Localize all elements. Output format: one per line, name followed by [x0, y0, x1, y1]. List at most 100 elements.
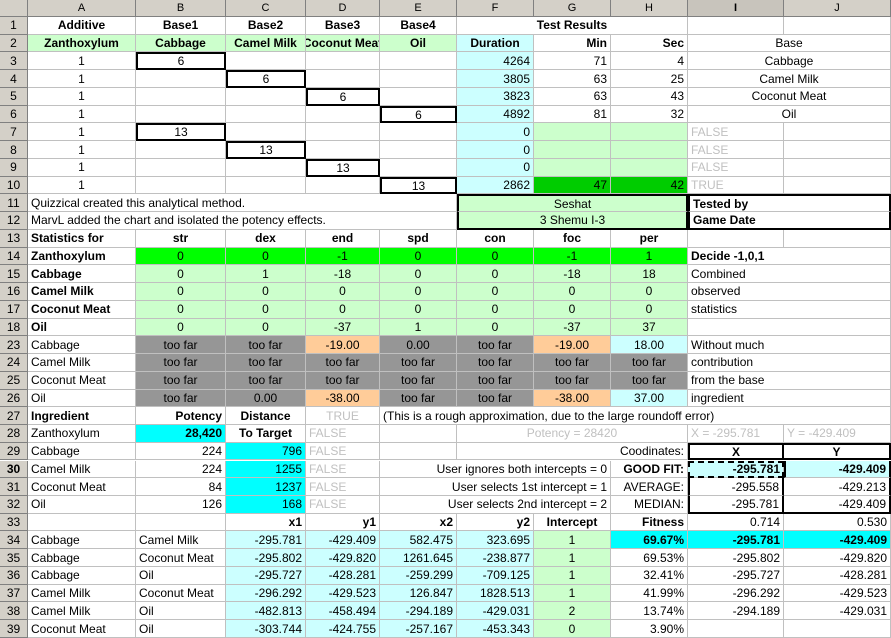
cell-f6[interactable]: 4892	[457, 105, 534, 124]
cell-d24[interactable]: too far	[306, 354, 380, 372]
cell-b6[interactable]	[136, 105, 226, 124]
cell-a36[interactable]: Cabbage	[28, 566, 136, 585]
cell-b31[interactable]: 84	[136, 478, 226, 496]
row-header-3[interactable]: 3	[0, 52, 28, 71]
cell-h15[interactable]: 18	[611, 265, 688, 284]
cell-a18[interactable]: Oil	[28, 318, 136, 337]
cell-d10[interactable]	[306, 176, 380, 195]
cell-i32[interactable]: -295.781	[688, 495, 784, 514]
cell-g17[interactable]: 0	[534, 300, 611, 319]
row-header-11[interactable]: 11	[0, 194, 28, 213]
cell-c1[interactable]: Base2	[226, 17, 306, 35]
cell-i31[interactable]: -295.558	[688, 478, 784, 496]
cell-g26[interactable]: -38.00	[534, 389, 611, 408]
cell-h33[interactable]: Fitness	[611, 513, 688, 532]
cell-i13[interactable]	[688, 229, 784, 248]
cell-j37[interactable]: -429.523	[784, 584, 891, 603]
cell-a23[interactable]: Cabbage	[28, 336, 136, 355]
cell-g3[interactable]: 71	[534, 52, 611, 71]
cell-i38[interactable]: -294.189	[688, 602, 784, 621]
cell-a31[interactable]: Coconut Meat	[28, 478, 136, 496]
row-header-28[interactable]: 28	[0, 425, 28, 443]
row-header-13[interactable]: 13	[0, 229, 28, 248]
row-header-15[interactable]: 15	[0, 265, 28, 284]
cell-j38[interactable]: -429.031	[784, 602, 891, 621]
cell-f5[interactable]: 3823	[457, 87, 534, 106]
cell-f37[interactable]: 1828.513	[457, 584, 534, 603]
row-header-39[interactable]: 39	[0, 620, 28, 638]
row-header-16[interactable]: 16	[0, 283, 28, 301]
cell-b10[interactable]	[136, 176, 226, 195]
cell-f33[interactable]: y2	[457, 513, 534, 532]
cell-a7[interactable]: 1	[28, 123, 136, 142]
row-header-29[interactable]: 29	[0, 442, 28, 461]
cell-b35[interactable]: Coconut Meat	[136, 549, 226, 567]
cell-c4[interactable]: 6	[226, 70, 306, 88]
cell-c3[interactable]	[226, 52, 306, 71]
cell-i33[interactable]: 0.714	[688, 513, 784, 532]
cell-b28[interactable]: 28,420	[136, 425, 226, 443]
cell-f34[interactable]: 323.695	[457, 531, 534, 550]
cell-c9[interactable]	[226, 158, 306, 177]
cell-h18[interactable]: 37	[611, 318, 688, 337]
cell-i17[interactable]: statistics	[688, 300, 891, 319]
cell-a1[interactable]: Additive	[28, 17, 136, 35]
row-header-10[interactable]: 10	[0, 176, 28, 195]
cell-h25[interactable]: too far	[611, 371, 688, 390]
cell-j13[interactable]	[784, 229, 891, 248]
cell-f17[interactable]: 0	[457, 300, 534, 319]
cell-d16[interactable]: 0	[306, 283, 380, 301]
cell-c39[interactable]: -303.744	[226, 620, 306, 638]
row-header-7[interactable]: 7	[0, 123, 28, 142]
cell-a8[interactable]: 1	[28, 141, 136, 159]
cell-i26[interactable]: ingredient	[688, 389, 891, 408]
cell-e17[interactable]: 0	[380, 300, 457, 319]
cell-d37[interactable]: -429.523	[306, 584, 380, 603]
cell-i29[interactable]: X	[688, 442, 784, 461]
column-header-a[interactable]: A	[28, 0, 136, 17]
cell-e38[interactable]: -294.189	[380, 602, 457, 621]
cell-f28[interactable]: Potency = 28420	[457, 425, 688, 443]
cell-f14[interactable]: 0	[457, 247, 534, 266]
column-header-g[interactable]: G	[534, 0, 611, 17]
cell-d30[interactable]: FALSE	[306, 460, 380, 479]
cell-g9[interactable]	[534, 158, 611, 177]
cell-h6[interactable]: 32	[611, 105, 688, 124]
row-header-5[interactable]: 5	[0, 87, 28, 106]
row-header-4[interactable]: 4	[0, 70, 28, 88]
cell-j1[interactable]	[784, 17, 891, 35]
cell-b33[interactable]	[136, 513, 226, 532]
cell-d18[interactable]: -37	[306, 318, 380, 337]
cell-g13[interactable]: foc	[534, 229, 611, 248]
cell-d25[interactable]: too far	[306, 371, 380, 390]
cell-e36[interactable]: -259.299	[380, 566, 457, 585]
cell-c10[interactable]	[226, 176, 306, 195]
cell-h17[interactable]: 0	[611, 300, 688, 319]
cell-i7[interactable]: FALSE	[688, 123, 784, 142]
cell-e18[interactable]: 1	[380, 318, 457, 337]
row-header-37[interactable]: 37	[0, 584, 28, 603]
cell-c36[interactable]: -295.727	[226, 566, 306, 585]
cell-a39[interactable]: Coconut Meat	[28, 620, 136, 638]
cell-b16[interactable]: 0	[136, 283, 226, 301]
cell-j35[interactable]: -429.820	[784, 549, 891, 567]
row-header-24[interactable]: 24	[0, 354, 28, 372]
cell-a26[interactable]: Oil	[28, 389, 136, 408]
cell-c14[interactable]: 0	[226, 247, 306, 266]
cell-j39[interactable]	[784, 620, 891, 638]
cell-h14[interactable]: 1	[611, 247, 688, 266]
cell-g10[interactable]: 47	[534, 176, 611, 195]
cell-f10[interactable]: 2862	[457, 176, 534, 195]
cell-e23[interactable]: 0.00	[380, 336, 457, 355]
row-header-2[interactable]: 2	[0, 34, 28, 53]
cell-c8[interactable]: 13	[226, 141, 306, 159]
row-header-18[interactable]: 18	[0, 318, 28, 337]
row-header-27[interactable]: 27	[0, 407, 28, 425]
cell-b39[interactable]: Oil	[136, 620, 226, 638]
cell-b34[interactable]: Camel Milk	[136, 531, 226, 550]
cell-a35[interactable]: Cabbage	[28, 549, 136, 567]
cell-a32[interactable]: Oil	[28, 495, 136, 514]
cell-f23[interactable]: too far	[457, 336, 534, 355]
cell-c27[interactable]: Distance	[226, 407, 306, 425]
cell-a17[interactable]: Coconut Meat	[28, 300, 136, 319]
